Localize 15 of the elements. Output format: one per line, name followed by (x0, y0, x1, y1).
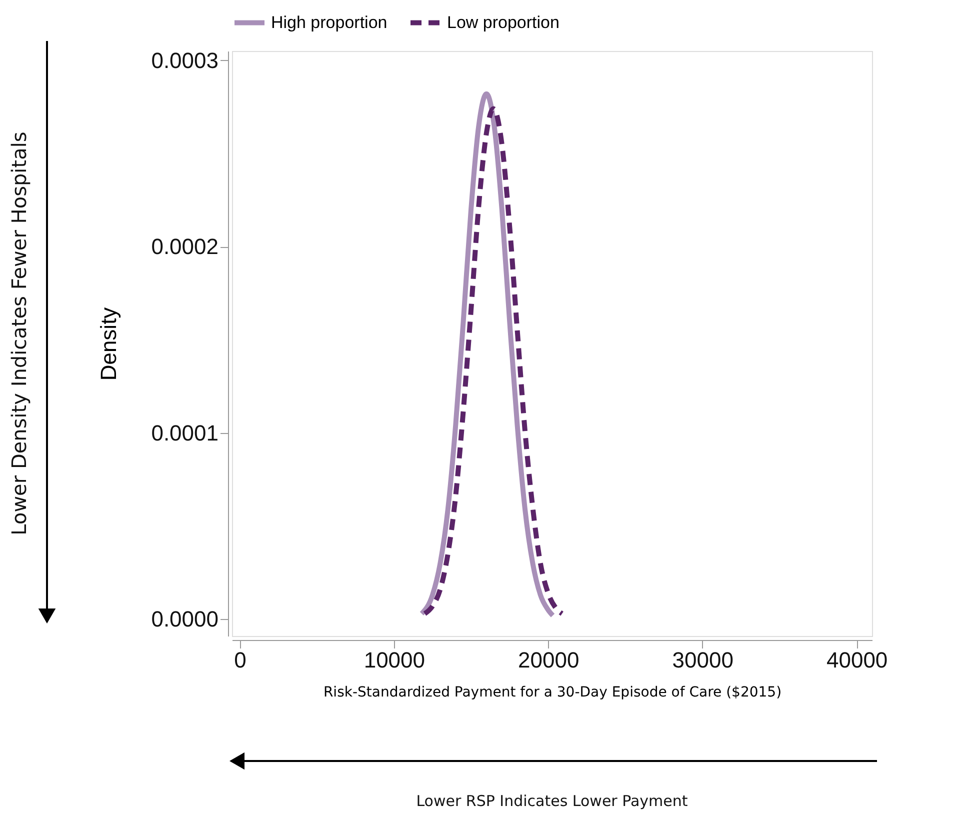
x-tick-label: 20000 (518, 648, 580, 672)
x-tick-label: 40000 (826, 648, 888, 672)
x-tick-label: 30000 (672, 648, 734, 672)
y-axis-title: Density (96, 307, 122, 381)
x-tick-label: 0 (234, 648, 246, 672)
x-tick-label: 10000 (364, 648, 426, 672)
y-tick-label: 0.0000 (151, 606, 218, 632)
text: Lower Density Indicates Fewer Hospitals (7, 132, 31, 536)
x-axis-title: Risk-Standardized Payment for a 30-Day Episode of Care ($2015) (323, 684, 782, 700)
y-tick-label: 0.0002 (151, 234, 218, 260)
legend-label: High proportion (271, 12, 388, 32)
y-tick-label: 0.0003 (151, 48, 218, 73)
legend-label: Low proportion (447, 12, 560, 32)
text: Lower RSP Indicates Lower Payment (416, 792, 688, 810)
y-tick-label: 0.0001 (151, 420, 218, 446)
